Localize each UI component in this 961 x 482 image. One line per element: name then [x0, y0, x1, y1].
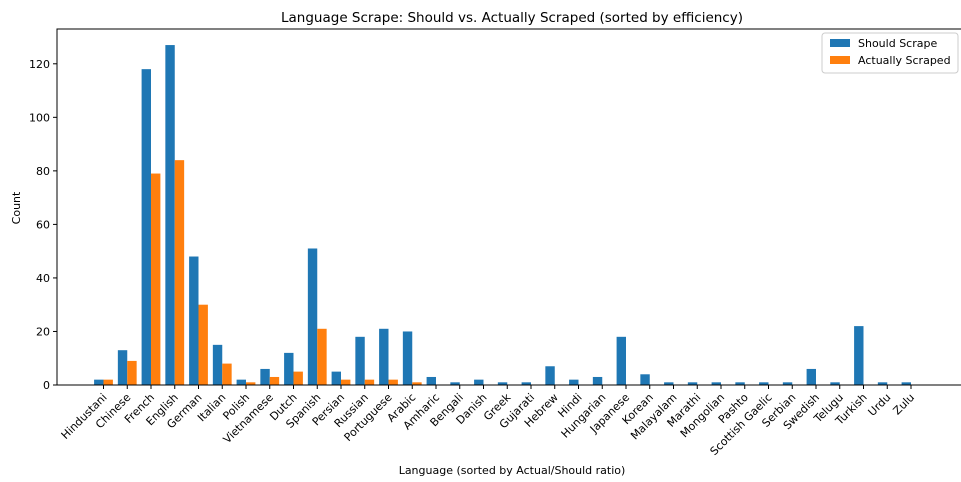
- bar-should-scrape: [260, 368, 270, 385]
- chart-title: Language Scrape: Should vs. Actually Scr…: [281, 10, 743, 26]
- x-tick-label: Urdu: [866, 391, 894, 419]
- bar-should-scrape: [497, 382, 508, 385]
- bar-should-scrape: [806, 368, 816, 385]
- bar-actually-scraped: [198, 304, 208, 385]
- bar-should-scrape: [877, 382, 888, 385]
- y-tick-label: 0: [43, 379, 50, 392]
- bar-should-scrape: [664, 382, 674, 385]
- bar-should-scrape: [355, 336, 365, 385]
- bar-actually-scraped: [151, 173, 161, 385]
- bar-should-scrape: [402, 331, 413, 385]
- y-tick-label: 40: [36, 272, 50, 285]
- bar-should-scrape: [94, 379, 104, 385]
- bar-should-scrape: [782, 382, 793, 385]
- bar-should-scrape: [545, 366, 555, 385]
- y-tick-label: 120: [29, 58, 50, 71]
- bar-should-scrape: [165, 45, 175, 386]
- bar-actually-scraped: [222, 363, 232, 385]
- bar-should-scrape: [616, 336, 626, 385]
- legend-label: Actually Scraped: [858, 54, 951, 67]
- y-axis: 0 20 40 60 80 100 120: [29, 58, 57, 392]
- bar-should-scrape: [379, 328, 389, 385]
- y-tick-label: 100: [29, 111, 50, 124]
- bar-actually-scraped: [127, 360, 137, 385]
- bar-should-scrape: [759, 382, 769, 385]
- bar-actually-scraped: [412, 382, 422, 385]
- bar-should-scrape: [521, 382, 531, 385]
- bar-should-scrape: [830, 382, 840, 385]
- x-axis: HindustaniChineseFrenchEnglishGermanItal…: [59, 385, 917, 458]
- bar-should-scrape: [284, 352, 294, 385]
- bar-should-scrape: [307, 248, 318, 385]
- x-axis-label: Language (sorted by Actual/Should ratio): [399, 464, 626, 477]
- bar-should-scrape: [189, 256, 199, 385]
- bar-actually-scraped: [103, 379, 113, 385]
- bar-actually-scraped: [293, 371, 303, 385]
- legend-swatch: [830, 56, 850, 64]
- y-tick-label: 80: [36, 165, 50, 178]
- legend-label: Should Scrape: [858, 37, 937, 50]
- bar-should-scrape: [212, 344, 223, 385]
- bar-should-scrape: [854, 326, 864, 385]
- bar-should-scrape: [735, 382, 745, 385]
- bar-should-scrape: [236, 379, 246, 385]
- bar-actually-scraped: [246, 382, 256, 385]
- plot-frame: [56, 28, 961, 386]
- bar-should-scrape: [141, 69, 151, 386]
- bar-should-scrape: [640, 374, 650, 385]
- bar-should-scrape: [426, 376, 436, 385]
- bar-should-scrape: [331, 371, 341, 385]
- bar-should-scrape: [569, 379, 579, 385]
- bar-should-scrape: [901, 382, 911, 385]
- bar-should-scrape: [592, 376, 603, 385]
- x-tick-label: Zulu: [891, 391, 918, 418]
- bar-actually-scraped: [174, 160, 185, 385]
- y-tick-label: 60: [36, 218, 50, 231]
- bar-should-scrape: [474, 379, 484, 385]
- legend: Should Scrape Actually Scraped: [821, 32, 959, 74]
- bar-actually-scraped: [341, 379, 351, 385]
- bar-actually-scraped: [388, 379, 398, 385]
- bar-actually-scraped: [364, 379, 375, 385]
- bar-should-scrape: [450, 382, 460, 385]
- bar-should-scrape: [687, 382, 698, 385]
- bar-actually-scraped: [317, 328, 327, 385]
- legend-swatch: [830, 39, 850, 47]
- y-axis-label: Count: [10, 191, 23, 224]
- bars-group: [94, 45, 911, 386]
- legend-box: [821, 32, 959, 74]
- bar-actually-scraped: [269, 376, 280, 385]
- bar-should-scrape: [117, 350, 128, 385]
- bar-should-scrape: [711, 382, 721, 385]
- y-tick-label: 20: [36, 325, 50, 338]
